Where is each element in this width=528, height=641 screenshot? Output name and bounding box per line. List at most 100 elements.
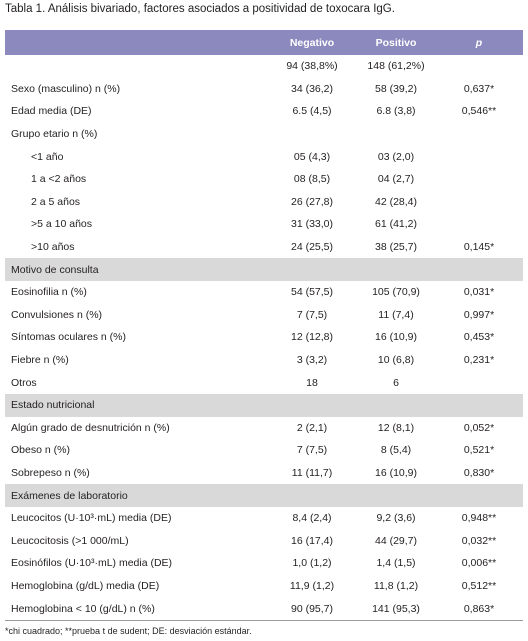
positive-cell: 8 (5,4) <box>380 444 412 457</box>
caption: Tabla 1. Análisis bivariado, factores as… <box>5 3 395 15</box>
row-label: Leucocitosis (>1 000/mL) <box>11 534 129 547</box>
positive-cell: 16 (10,9) <box>374 466 418 479</box>
header-cell <box>5 30 267 55</box>
negative-cell: 18 <box>306 376 318 389</box>
negative-cell: 26 (27,8) <box>290 195 334 208</box>
table-row: Hemoglobina (g/dL) media (DE) 11,9 (1,2) 1… <box>5 575 523 598</box>
row-label: Fiebre n (%) <box>11 354 69 367</box>
negative-cell: 3 (3,2) <box>296 354 328 367</box>
positive-cell: 10 (6,8) <box>377 354 415 367</box>
row-label: >10 años <box>31 241 75 254</box>
p-value-cell: 0,521* <box>463 444 495 457</box>
p-value-cell: 0,032** <box>461 534 497 547</box>
positive-cell: 6 <box>393 376 399 389</box>
p-value-cell <box>435 145 523 168</box>
row-label: Obeso n (%) <box>11 444 70 457</box>
positive-cell <box>357 123 435 146</box>
table-row: 2 a 5 años 26 (27,8) 42 (28,4) <box>5 191 523 214</box>
table-row: 1 a <2 años 08 (8,5) 04 (2,7) <box>5 168 523 191</box>
section-label: Motivo de consulta <box>5 258 523 281</box>
row-label: Leucocitos (U·10³·mL) media (DE) <box>11 512 172 525</box>
table-row: >10 años 24 (25,5) 38 (25,7) 0,145* <box>5 236 523 259</box>
row-label: 1 a <2 años <box>31 173 87 186</box>
p-value-cell: 0,031* <box>463 286 495 299</box>
p-value-cell: 0,145* <box>463 241 495 254</box>
positive-cell: 1,4 (1,5) <box>376 557 416 570</box>
p-value-cell: 0,546** <box>461 105 497 118</box>
row-label: 2 a 5 años <box>31 195 81 208</box>
positive-cell: 04 (2,7) <box>377 173 415 186</box>
p-value-cell: 0,052* <box>463 421 495 434</box>
negative-cell: 90 (95,7) <box>267 597 357 621</box>
negative-cell: 6.5 (4,5) <box>292 105 332 118</box>
positive-cell: 6.8 (3,8) <box>376 105 416 118</box>
positive-cell: 11 (7,4) <box>378 308 414 321</box>
table-row: Algún grado de desnutrición n (%) 2 (2,1)… <box>5 417 523 440</box>
positive-cell: 61 (41,2) <box>374 218 418 231</box>
row-label: Síntomas oculares n (%) <box>11 331 126 344</box>
negative-cell: 94 (38,8%) <box>286 60 338 73</box>
table-row: Fiebre n (%) 3 (3,2) 10 (6,8) 0,231* <box>5 349 523 372</box>
table-row: Hemoglobina < 10 (g/dL) n (%) 90 (95,7) 14… <box>5 597 523 621</box>
row-label: Edad media (DE) <box>11 105 92 118</box>
p-value-cell: 0,453* <box>463 331 495 344</box>
table-row: <1 año 05 (4,3) 03 (2,0) <box>5 145 523 168</box>
negative-cell: 11 (11,7) <box>291 466 333 479</box>
header-cell: Positivo <box>357 30 435 55</box>
p-value-cell: 0,948** <box>461 512 497 525</box>
negative-cell: 34 (36,2) <box>290 82 334 95</box>
positive-cell: 44 (29,7) <box>374 534 418 547</box>
footnote: *chi cuadrado; **prueba t de sudent; DE:… <box>5 626 252 636</box>
table-row: Leucocitosis (>1 000/mL) 16 (17,4) 44 (29,… <box>5 529 523 552</box>
positive-cell: 03 (2,0) <box>377 150 415 163</box>
negative-cell <box>267 123 357 146</box>
positive-cell: 58 (39,2) <box>374 82 418 95</box>
negative-cell: 54 (57,5) <box>290 286 334 299</box>
p-value-cell <box>435 55 523 78</box>
p-value-cell <box>435 213 523 236</box>
negative-cell: 2 (2,1) <box>296 421 328 434</box>
row-label: Eosinofilia n (%) <box>11 286 87 299</box>
p-value-cell: 0,830* <box>463 466 495 479</box>
section-label: Exámenes de laboratorio <box>5 484 523 507</box>
positive-cell: 42 (28,4) <box>374 195 418 208</box>
negative-cell: 08 (8,5) <box>293 173 331 186</box>
row-label: >5 a 10 años <box>31 218 93 231</box>
table-row: Obeso n (%) 7 (7,5) 8 (5,4) 0,521* <box>5 439 523 462</box>
p-value-cell <box>435 371 523 394</box>
table-row: Convulsiones n (%) 7 (7,5) 11 (7,4) 0,997* <box>5 304 523 327</box>
table-row: Síntomas oculares n (%) 12 (12,8) 16 (10,9… <box>5 326 523 349</box>
positive-cell: 141 (95,3) <box>357 597 435 621</box>
negative-cell: 12 (12,8) <box>290 331 334 344</box>
section-row: Estado nutricional <box>5 393 523 417</box>
p-value-cell: 0,637* <box>463 82 495 95</box>
section-row: Exámenes de laboratorio <box>5 484 523 507</box>
negative-cell: 31 (33,0) <box>290 218 334 231</box>
p-value-cell <box>435 123 523 146</box>
positive-cell: 38 (25,7) <box>374 241 418 254</box>
p-value-cell: 0,006** <box>461 557 497 570</box>
table-row: 94 (38,8%) 148 (61,2%) <box>5 55 523 78</box>
negative-cell: 7 (7,5) <box>296 444 328 457</box>
row-label: Otros <box>11 376 37 389</box>
p-value-cell: 0,231* <box>463 354 495 367</box>
table-row: Sexo (masculino) n (%) 34 (36,2) 58 (39,2)… <box>5 78 523 101</box>
positive-cell: 16 (10,9) <box>374 331 418 344</box>
table-row: Eosinófilos (U·10³·mL) media (DE) 1,0 (1,… <box>5 552 523 575</box>
p-value-cell: 0,997* <box>463 308 495 321</box>
table-row: Leucocitos (U·10³·mL) media (DE) 8,4 (2,4… <box>5 507 523 530</box>
row-label: Convulsiones n (%) <box>11 308 103 321</box>
p-value-cell <box>435 191 523 214</box>
header-cell: p <box>435 30 523 55</box>
positive-cell: 105 (70,9) <box>372 286 420 299</box>
positive-cell: 148 (61,2%) <box>367 60 425 73</box>
positive-cell: 9,2 (3,6) <box>376 512 416 525</box>
row-label: Sobrepeso n (%) <box>11 466 90 479</box>
row-label: <1 año <box>31 150 64 163</box>
table-row: Edad media (DE) 6.5 (4,5) 6.8 (3,8) 0,546** <box>5 100 523 123</box>
table-row: Grupo etario n (%) <box>5 123 523 146</box>
section-row: Motivo de consulta <box>5 258 523 281</box>
row-label: Eosinófilos (U·10³·mL) media (DE) <box>11 557 173 570</box>
header-cell: Negativo <box>267 30 357 55</box>
